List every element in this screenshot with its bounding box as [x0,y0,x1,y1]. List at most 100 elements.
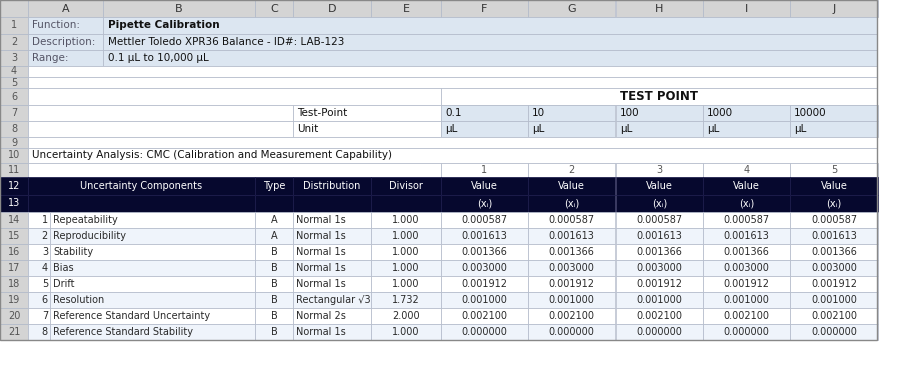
Bar [703,228,790,244]
Text: 0.001912: 0.001912 [724,279,770,289]
Bar [103,17,877,34]
Bar [371,324,441,340]
Bar [255,260,293,276]
Bar [255,177,293,195]
Bar [703,244,790,260]
Bar [371,177,441,195]
Text: 2.000: 2.000 [392,311,419,321]
Bar [0,105,28,121]
Text: Value: Value [821,181,848,191]
Text: 0.002100: 0.002100 [462,311,508,321]
Bar [616,308,703,324]
Bar [28,163,441,177]
Bar [255,324,293,340]
Bar [28,148,877,163]
Bar [103,34,877,50]
Bar [616,228,703,244]
Text: μL: μL [620,124,633,134]
Text: 1.000: 1.000 [392,215,419,225]
Bar [50,212,255,228]
Bar [0,324,28,340]
Text: Normal 2s: Normal 2s [296,311,346,321]
Bar [790,105,878,121]
Bar [703,177,790,195]
Bar [790,212,878,228]
Text: 16: 16 [8,247,20,257]
Text: 1000: 1000 [707,108,733,118]
Bar [616,105,703,121]
Text: B: B [271,279,277,289]
Text: Value: Value [734,181,760,191]
Text: (xᵢ): (xᵢ) [652,198,667,209]
Text: Test-Point: Test-Point [297,108,347,118]
Bar [0,17,28,34]
Text: Value: Value [558,181,585,191]
Bar [703,276,790,292]
Bar [50,324,255,340]
Bar [371,212,441,228]
Bar [0,0,28,17]
Bar [293,244,371,260]
Text: 0.001912: 0.001912 [548,279,595,289]
Text: 3: 3 [42,247,48,257]
Bar [790,228,878,244]
Text: Description:: Description: [32,37,95,47]
Text: 1.000: 1.000 [392,327,419,337]
Text: 3: 3 [11,53,17,63]
Text: B: B [271,263,277,273]
Bar [28,66,877,77]
Bar [703,308,790,324]
Bar [441,163,528,177]
Bar [255,212,293,228]
Bar [528,228,615,244]
Text: Rectangular √3: Rectangular √3 [296,295,371,305]
Text: 0.000000: 0.000000 [811,327,857,337]
Text: Divisor: Divisor [389,181,423,191]
Bar [28,260,50,276]
Text: 0.003000: 0.003000 [549,263,594,273]
Text: 0.003000: 0.003000 [811,263,857,273]
Text: 15: 15 [8,231,20,241]
Bar [103,0,255,17]
Bar [441,308,528,324]
Bar [528,121,615,137]
Text: 13: 13 [8,198,20,209]
Text: A: A [62,4,69,14]
Text: 0.003000: 0.003000 [724,263,770,273]
Text: 0.003000: 0.003000 [636,263,682,273]
Text: Uncertainty Components: Uncertainty Components [80,181,202,191]
Text: 7: 7 [11,108,17,118]
Text: I: I [745,4,748,14]
Text: Normal 1s: Normal 1s [296,279,346,289]
Text: Value: Value [646,181,673,191]
Text: G: G [567,4,576,14]
Bar [790,121,878,137]
Bar [293,121,441,137]
Bar [616,276,703,292]
Bar [0,212,28,228]
Bar [293,308,371,324]
Bar [371,195,441,212]
Text: 9: 9 [11,138,17,148]
Bar [28,244,50,260]
Text: 100: 100 [620,108,640,118]
Text: 0.000587: 0.000587 [811,215,857,225]
Bar [616,163,703,177]
Bar [28,105,293,121]
Bar [50,276,255,292]
Text: 21: 21 [8,327,20,337]
Bar [371,292,441,308]
Bar [28,0,103,17]
Text: 0.002100: 0.002100 [636,311,682,321]
Bar [441,88,877,105]
Text: D: D [328,4,337,14]
Bar [616,260,703,276]
Text: 0.001366: 0.001366 [724,247,770,257]
Bar [0,66,28,77]
Text: A: A [271,215,277,225]
Bar [293,177,371,195]
Text: 0.1 μL to 10,000 μL: 0.1 μL to 10,000 μL [108,53,209,63]
Text: 0.001000: 0.001000 [811,295,857,305]
Text: 2: 2 [569,165,574,175]
Text: 12: 12 [8,181,20,191]
